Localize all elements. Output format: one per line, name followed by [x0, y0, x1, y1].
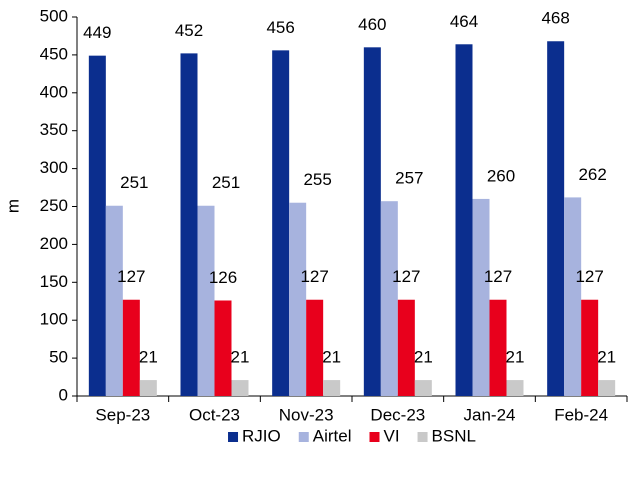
legend-swatch	[298, 432, 309, 442]
data-label: 21	[597, 348, 616, 367]
legend-label: BSNL	[432, 426, 476, 445]
data-label: 255	[303, 170, 331, 189]
data-label: 452	[175, 21, 203, 40]
x-tick-label: Feb-24	[554, 405, 608, 424]
data-label: 251	[120, 173, 148, 192]
data-label: 468	[541, 9, 569, 28]
x-tick-label: Sep-23	[95, 405, 150, 424]
data-label: 21	[231, 348, 250, 367]
bar	[598, 380, 616, 396]
bar	[306, 299, 324, 396]
y-tick-label: 400	[40, 82, 68, 101]
bar	[455, 44, 473, 397]
bar	[231, 380, 249, 396]
y-tick-label: 450	[40, 44, 68, 63]
data-label: 260	[487, 166, 515, 185]
bar	[289, 202, 307, 396]
bar	[547, 41, 565, 396]
bar	[122, 299, 140, 396]
data-label: 257	[395, 169, 423, 188]
data-label: 464	[450, 12, 478, 31]
data-label: 21	[139, 348, 158, 367]
data-label: 262	[578, 165, 606, 184]
y-tick-label: 0	[59, 385, 68, 404]
legend-label: RJIO	[242, 426, 281, 445]
x-tick-label: Oct-23	[189, 405, 240, 424]
bar	[88, 55, 106, 397]
bar	[581, 299, 599, 396]
bar	[105, 205, 123, 396]
legend-swatch	[228, 432, 239, 442]
y-tick-label: 100	[40, 310, 68, 329]
y-tick-label: 350	[40, 120, 68, 139]
bar	[564, 197, 582, 396]
bar	[380, 201, 398, 396]
y-axis-label: m	[3, 199, 22, 213]
data-label: 21	[414, 348, 433, 367]
bar	[489, 299, 507, 396]
y-tick-label: 250	[40, 196, 68, 215]
data-label: 127	[575, 267, 603, 286]
data-label: 456	[266, 18, 294, 37]
bar	[323, 380, 341, 396]
x-tick-label: Jan-24	[464, 405, 516, 424]
bar	[139, 380, 157, 396]
bar	[214, 300, 232, 396]
bar	[363, 47, 381, 396]
bar	[414, 380, 432, 396]
bar	[272, 50, 290, 397]
bar	[180, 53, 198, 396]
data-label: 127	[392, 267, 420, 286]
data-label: 251	[212, 173, 240, 192]
legend-swatch	[369, 432, 380, 442]
data-label: 127	[117, 267, 145, 286]
bar	[197, 205, 215, 396]
data-label: 127	[484, 267, 512, 286]
legend-label: VI	[383, 426, 399, 445]
data-label: 126	[209, 268, 237, 287]
data-label: 460	[358, 15, 386, 34]
y-tick-label: 300	[40, 158, 68, 177]
data-label: 21	[322, 348, 341, 367]
data-label: 21	[506, 348, 525, 367]
legend-swatch	[417, 432, 428, 442]
bar	[397, 299, 415, 396]
x-tick-label: Nov-23	[279, 405, 334, 424]
y-tick-label: 150	[40, 272, 68, 291]
bar	[506, 380, 524, 396]
y-tick-label: 50	[49, 348, 68, 367]
data-label: 127	[300, 267, 328, 286]
y-tick-label: 200	[40, 234, 68, 253]
y-tick-label: 500	[40, 6, 68, 25]
x-tick-label: Dec-23	[370, 405, 425, 424]
legend-label: Airtel	[313, 426, 352, 445]
bar	[472, 198, 490, 396]
data-label: 449	[83, 23, 111, 42]
